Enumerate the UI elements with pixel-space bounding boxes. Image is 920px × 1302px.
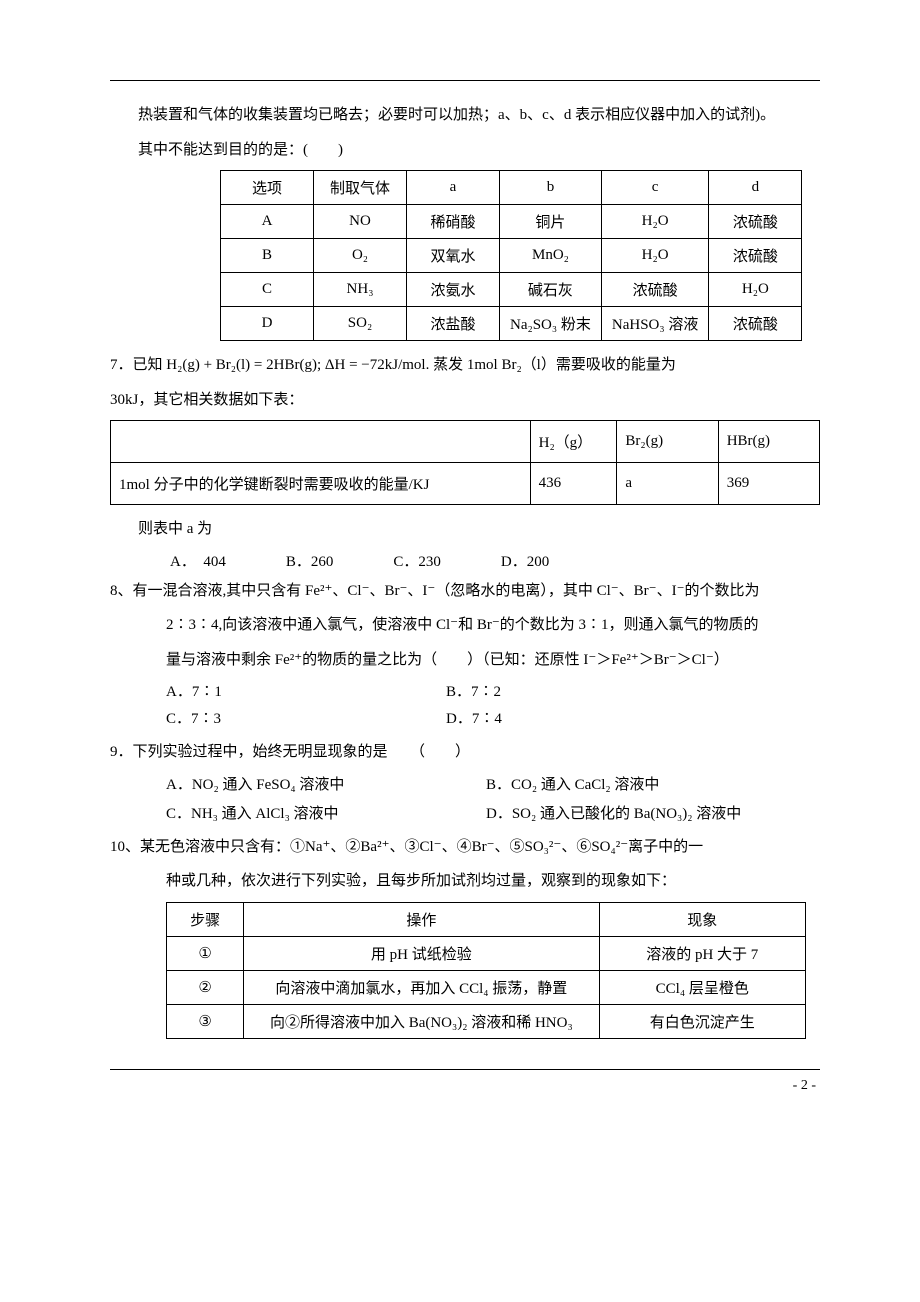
opt-d: D．200 [501,550,549,571]
opt-b: B．7∶2 [446,680,726,701]
cell: ② [167,970,244,1004]
q7-then: 则表中 a 为 [110,515,820,544]
table-row: 选项 制取气体 a b c d [221,171,802,205]
cell: 铜片 [500,205,602,239]
opt-c: C．NH₃ 通入 AlCl₃ 溶液中 [166,802,486,823]
cell: MnO₂ [500,239,602,273]
cell: 浓硫酸 [709,239,802,273]
table-row: H₂（g） Br₂(g) HBr(g) [111,421,820,463]
cell: 369 [718,463,819,505]
cell: D [221,307,314,341]
cell: H₂O [709,273,802,307]
q8-options: A．7∶1 B．7∶2 C．7∶3 D．7∶4 [110,680,820,728]
cell: C [221,273,314,307]
cell: ③ [167,1004,244,1038]
q7-line1: 7．已知 H₂(g) + Br₂(l) = 2HBr(g); ΔH = −72k… [110,351,820,380]
q7-equation: H₂(g) + Br₂(l) = 2HBr(g); ΔH = −72kJ/mol… [166,357,429,373]
cell: O₂ [314,239,407,273]
q7-a: 7．已知 [110,357,166,373]
cell: 浓盐酸 [407,307,500,341]
cell: 浓氨水 [407,273,500,307]
table-experiment-steps: 步骤 操作 现象 ① 用 pH 试纸检验 溶液的 pH 大于 7 ② 向溶液中滴… [166,902,806,1039]
cell: ① [167,936,244,970]
cell: A [221,205,314,239]
intro-line-2: 其中不能达到目的的是：( ) [110,136,820,165]
cell: 双氧水 [407,239,500,273]
q8-line1: 8、有一混合溶液,其中只含有 Fe²⁺、Cl⁻、Br⁻、I⁻（忽略水的电离），其… [110,577,820,606]
table-row: ③ 向②所得溶液中加入 Ba(NO₃)₂ 溶液和稀 HNO₃ 有白色沉淀产生 [167,1004,806,1038]
cell: 浓硫酸 [709,307,802,341]
q10-line2: 种或几种，依次进行下列实验，且每步所加试剂均过量，观察到的现象如下： [110,867,820,896]
q7-options: A． 404 B．260 C．230 D．200 [110,550,820,571]
th: 现象 [599,902,806,936]
th: a [407,171,500,205]
cell: 浓硫酸 [601,273,708,307]
th: 制取气体 [314,171,407,205]
th: 操作 [244,902,599,936]
opt-b: B．260 [286,550,334,571]
cell: Br₂(g) [617,421,718,463]
opt-d: D．7∶4 [446,707,726,728]
table-row: ① 用 pH 试纸检验 溶液的 pH 大于 7 [167,936,806,970]
cell: NaHSO₃ 溶液 [601,307,708,341]
th: c [601,171,708,205]
table-row: B O₂ 双氧水 MnO₂ H₂O 浓硫酸 [221,239,802,273]
cell: Na₂SO₃ 粉末 [500,307,602,341]
th: d [709,171,802,205]
cell: CCl₄ 层呈橙色 [599,970,806,1004]
cell: H₂O [601,239,708,273]
opt-a: A．NO₂ 通入 FeSO₄ 溶液中 [166,773,486,794]
th: 步骤 [167,902,244,936]
table-bond-energy: H₂（g） Br₂(g) HBr(g) 1mol 分子中的化学键断裂时需要吸收的… [110,420,820,505]
opt-c: C．230 [393,550,441,571]
th: 选项 [221,171,314,205]
table-row: D SO₂ 浓盐酸 Na₂SO₃ 粉末 NaHSO₃ 溶液 浓硫酸 [221,307,802,341]
table-row: ② 向溶液中滴加氯水，再加入 CCl₄ 振荡，静置 CCl₄ 层呈橙色 [167,970,806,1004]
q10-line1: 10、某无色溶液中只含有：①Na⁺、②Ba²⁺、③Cl⁻、④Br⁻、⑤SO₃²⁻… [110,833,820,862]
cell: H₂O [601,205,708,239]
q9-options: A．NO₂ 通入 FeSO₄ 溶液中 B．CO₂ 通入 CaCl₂ 溶液中 C．… [110,773,820,823]
cell: NH₃ [314,273,407,307]
table-row: C NH₃ 浓氨水 碱石灰 浓硫酸 H₂O [221,273,802,307]
opt-d: D．SO₂ 通入已酸化的 Ba(NO₃)₂ 溶液中 [486,802,806,823]
opt-a: A．7∶1 [166,680,446,701]
cell: 稀硝酸 [407,205,500,239]
cell: H₂（g） [530,421,617,463]
cell: 有白色沉淀产生 [599,1004,806,1038]
cell: 用 pH 试纸检验 [244,936,599,970]
cell: 436 [530,463,617,505]
table-row: 步骤 操作 现象 [167,902,806,936]
q9-line: 9．下列实验过程中，始终无明显现象的是 （ ） [110,738,820,767]
opt-a: A． 404 [170,550,226,571]
cell: HBr(g) [718,421,819,463]
cell: 碱石灰 [500,273,602,307]
cell: 溶液的 pH 大于 7 [599,936,806,970]
q7-line2: 30kJ，其它相关数据如下表： [110,386,820,415]
table-gas-prep: 选项 制取气体 a b c d A NO 稀硝酸 铜片 H₂O 浓硫酸 B O₂… [220,170,802,341]
table-row: A NO 稀硝酸 铜片 H₂O 浓硫酸 [221,205,802,239]
cell: NO [314,205,407,239]
cell: a [617,463,718,505]
cell: 向②所得溶液中加入 Ba(NO₃)₂ 溶液和稀 HNO₃ [244,1004,599,1038]
intro-line-1: 热装置和气体的收集装置均已略去；必要时可以加热；a、b、c、d 表示相应仪器中加… [110,101,820,130]
cell: 1mol 分子中的化学键断裂时需要吸收的能量/KJ [111,463,531,505]
page-number: - 2 - [110,1078,820,1094]
cell: 浓硫酸 [709,205,802,239]
q8-line2: 2∶3∶4,向该溶液中通入氯气，使溶液中 Cl⁻和 Br⁻的个数比为 3∶1，则… [110,611,820,640]
cell: SO₂ [314,307,407,341]
cell: B [221,239,314,273]
opt-c: C．7∶3 [166,707,446,728]
cell [111,421,531,463]
q8-line3: 量与溶液中剩余 Fe²⁺的物质的量之比为（ ）（已知：还原性 I⁻＞Fe²⁺＞B… [110,646,820,675]
table-row: 1mol 分子中的化学键断裂时需要吸收的能量/KJ 436 a 369 [111,463,820,505]
cell: 向溶液中滴加氯水，再加入 CCl₄ 振荡，静置 [244,970,599,1004]
th: b [500,171,602,205]
opt-b: B．CO₂ 通入 CaCl₂ 溶液中 [486,773,806,794]
q7-b: 蒸发 1mol Br₂（l）需要吸收的能量为 [429,357,675,373]
